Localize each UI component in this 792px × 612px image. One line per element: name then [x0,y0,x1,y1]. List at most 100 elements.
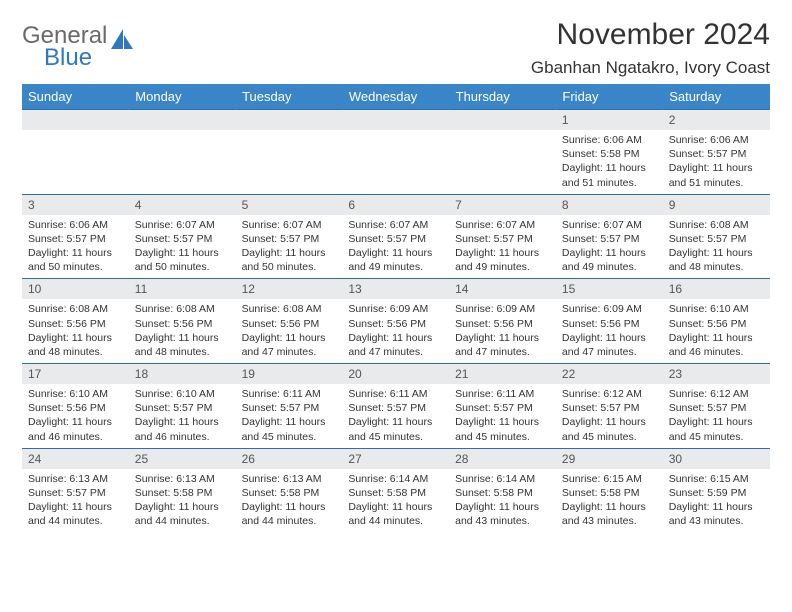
calendar-day-cell: 4Sunrise: 6:07 AMSunset: 5:57 PMDaylight… [129,194,236,279]
day-number: 18 [129,364,236,384]
day-number [236,110,343,130]
calendar-day-cell: 15Sunrise: 6:09 AMSunset: 5:56 PMDayligh… [556,279,663,364]
day-details: Sunrise: 6:15 AMSunset: 5:59 PMDaylight:… [663,469,770,533]
day-number: 17 [22,364,129,384]
day-details: Sunrise: 6:08 AMSunset: 5:56 PMDaylight:… [129,299,236,363]
weekday-header: Monday [129,84,236,110]
calendar-day-cell: 19Sunrise: 6:11 AMSunset: 5:57 PMDayligh… [236,364,343,449]
day-number: 30 [663,449,770,469]
day-number: 19 [236,364,343,384]
day-number: 24 [22,449,129,469]
day-number: 8 [556,195,663,215]
brand-text: General Blue [22,24,107,70]
calendar-table: SundayMondayTuesdayWednesdayThursdayFrid… [22,84,770,532]
weekday-header: Thursday [449,84,556,110]
day-number [22,110,129,130]
day-details: Sunrise: 6:07 AMSunset: 5:57 PMDaylight:… [556,215,663,279]
weekday-header: Tuesday [236,84,343,110]
day-details: Sunrise: 6:10 AMSunset: 5:57 PMDaylight:… [129,384,236,448]
day-number: 10 [22,279,129,299]
calendar-day-cell: 18Sunrise: 6:10 AMSunset: 5:57 PMDayligh… [129,364,236,449]
calendar-day-cell: 8Sunrise: 6:07 AMSunset: 5:57 PMDaylight… [556,194,663,279]
calendar-day-cell [22,110,129,195]
calendar-week-row: 1Sunrise: 6:06 AMSunset: 5:58 PMDaylight… [22,110,770,195]
day-details: Sunrise: 6:08 AMSunset: 5:57 PMDaylight:… [663,215,770,279]
day-details: Sunrise: 6:07 AMSunset: 5:57 PMDaylight:… [236,215,343,279]
calendar-day-cell: 27Sunrise: 6:14 AMSunset: 5:58 PMDayligh… [342,448,449,532]
calendar-day-cell: 16Sunrise: 6:10 AMSunset: 5:56 PMDayligh… [663,279,770,364]
calendar-day-cell: 28Sunrise: 6:14 AMSunset: 5:58 PMDayligh… [449,448,556,532]
day-number: 16 [663,279,770,299]
calendar-week-row: 17Sunrise: 6:10 AMSunset: 5:56 PMDayligh… [22,364,770,449]
day-details: Sunrise: 6:13 AMSunset: 5:57 PMDaylight:… [22,469,129,533]
day-number: 14 [449,279,556,299]
day-details: Sunrise: 6:06 AMSunset: 5:57 PMDaylight:… [663,130,770,194]
day-details: Sunrise: 6:06 AMSunset: 5:58 PMDaylight:… [556,130,663,194]
calendar-day-cell: 21Sunrise: 6:11 AMSunset: 5:57 PMDayligh… [449,364,556,449]
day-number: 6 [342,195,449,215]
calendar-day-cell: 29Sunrise: 6:15 AMSunset: 5:58 PMDayligh… [556,448,663,532]
calendar-day-cell: 1Sunrise: 6:06 AMSunset: 5:58 PMDaylight… [556,110,663,195]
brand-part2: Blue [44,46,107,70]
day-number: 9 [663,195,770,215]
calendar-weekday-header: SundayMondayTuesdayWednesdayThursdayFrid… [22,84,770,110]
calendar-day-cell: 20Sunrise: 6:11 AMSunset: 5:57 PMDayligh… [342,364,449,449]
day-number: 27 [342,449,449,469]
day-number: 3 [22,195,129,215]
calendar-day-cell: 24Sunrise: 6:13 AMSunset: 5:57 PMDayligh… [22,448,129,532]
day-details: Sunrise: 6:07 AMSunset: 5:57 PMDaylight:… [129,215,236,279]
day-number: 5 [236,195,343,215]
calendar-day-cell: 23Sunrise: 6:12 AMSunset: 5:57 PMDayligh… [663,364,770,449]
calendar-day-cell [342,110,449,195]
day-details: Sunrise: 6:10 AMSunset: 5:56 PMDaylight:… [663,299,770,363]
calendar-day-cell: 11Sunrise: 6:08 AMSunset: 5:56 PMDayligh… [129,279,236,364]
calendar-day-cell: 9Sunrise: 6:08 AMSunset: 5:57 PMDaylight… [663,194,770,279]
calendar-day-cell: 22Sunrise: 6:12 AMSunset: 5:57 PMDayligh… [556,364,663,449]
day-details: Sunrise: 6:13 AMSunset: 5:58 PMDaylight:… [236,469,343,533]
weekday-header: Wednesday [342,84,449,110]
brand-logo: General Blue [22,24,135,70]
calendar-day-cell: 30Sunrise: 6:15 AMSunset: 5:59 PMDayligh… [663,448,770,532]
calendar-day-cell: 25Sunrise: 6:13 AMSunset: 5:58 PMDayligh… [129,448,236,532]
day-number: 23 [663,364,770,384]
calendar-day-cell: 26Sunrise: 6:13 AMSunset: 5:58 PMDayligh… [236,448,343,532]
title-block: November 2024 Gbanhan Ngatakro, Ivory Co… [531,18,770,78]
calendar-day-cell: 6Sunrise: 6:07 AMSunset: 5:57 PMDaylight… [342,194,449,279]
day-number: 12 [236,279,343,299]
day-details: Sunrise: 6:14 AMSunset: 5:58 PMDaylight:… [449,469,556,533]
day-number: 4 [129,195,236,215]
day-number: 28 [449,449,556,469]
day-number: 7 [449,195,556,215]
calendar-week-row: 24Sunrise: 6:13 AMSunset: 5:57 PMDayligh… [22,448,770,532]
day-details: Sunrise: 6:11 AMSunset: 5:57 PMDaylight:… [342,384,449,448]
location-label: Gbanhan Ngatakro, Ivory Coast [531,58,770,78]
calendar-day-cell: 12Sunrise: 6:08 AMSunset: 5:56 PMDayligh… [236,279,343,364]
month-title: November 2024 [531,18,770,52]
calendar-day-cell: 3Sunrise: 6:06 AMSunset: 5:57 PMDaylight… [22,194,129,279]
day-number: 11 [129,279,236,299]
day-details: Sunrise: 6:06 AMSunset: 5:57 PMDaylight:… [22,215,129,279]
weekday-header: Saturday [663,84,770,110]
day-number: 25 [129,449,236,469]
weekday-header: Friday [556,84,663,110]
calendar-day-cell: 17Sunrise: 6:10 AMSunset: 5:56 PMDayligh… [22,364,129,449]
day-number [449,110,556,130]
calendar-day-cell: 2Sunrise: 6:06 AMSunset: 5:57 PMDaylight… [663,110,770,195]
day-number: 1 [556,110,663,130]
day-details: Sunrise: 6:12 AMSunset: 5:57 PMDaylight:… [556,384,663,448]
calendar-day-cell [129,110,236,195]
day-details: Sunrise: 6:08 AMSunset: 5:56 PMDaylight:… [22,299,129,363]
calendar-week-row: 3Sunrise: 6:06 AMSunset: 5:57 PMDaylight… [22,194,770,279]
day-number: 13 [342,279,449,299]
day-details: Sunrise: 6:13 AMSunset: 5:58 PMDaylight:… [129,469,236,533]
calendar-week-row: 10Sunrise: 6:08 AMSunset: 5:56 PMDayligh… [22,279,770,364]
day-details: Sunrise: 6:08 AMSunset: 5:56 PMDaylight:… [236,299,343,363]
calendar-day-cell: 14Sunrise: 6:09 AMSunset: 5:56 PMDayligh… [449,279,556,364]
day-details: Sunrise: 6:15 AMSunset: 5:58 PMDaylight:… [556,469,663,533]
day-details: Sunrise: 6:11 AMSunset: 5:57 PMDaylight:… [236,384,343,448]
day-number: 15 [556,279,663,299]
day-number: 22 [556,364,663,384]
calendar-day-cell: 7Sunrise: 6:07 AMSunset: 5:57 PMDaylight… [449,194,556,279]
day-details: Sunrise: 6:07 AMSunset: 5:57 PMDaylight:… [342,215,449,279]
calendar-day-cell [449,110,556,195]
